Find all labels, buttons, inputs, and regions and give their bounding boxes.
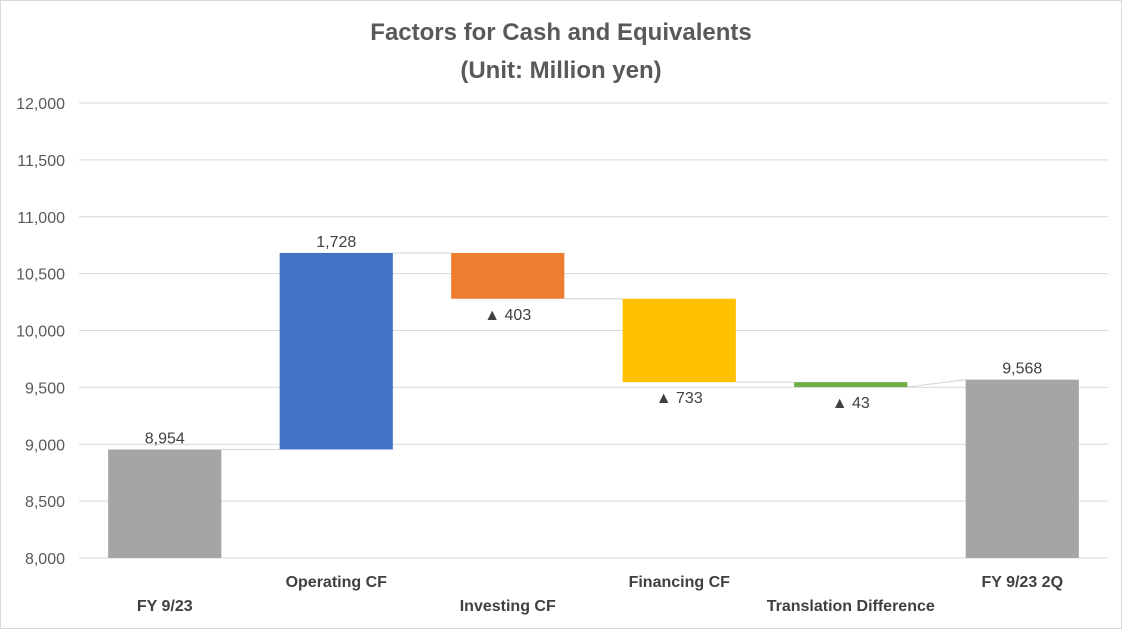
y-tick-label: 9,500: [25, 380, 65, 397]
category-label: Financing CF: [629, 574, 731, 591]
category-label: FY 9/23 2Q: [981, 574, 1063, 591]
bar-operating-cf: [279, 252, 393, 450]
bar-translation-difference: [794, 382, 908, 388]
y-tick-label: 8,500: [25, 494, 65, 511]
data-label: ▲ 403: [484, 307, 531, 324]
data-label: 1,728: [316, 234, 356, 251]
bar-investing-cf: [451, 252, 565, 299]
data-label: 8,954: [145, 430, 185, 447]
data-label: 9,568: [1002, 361, 1042, 378]
y-tick-label: 10,500: [16, 267, 65, 284]
category-label: Operating CF: [286, 574, 388, 591]
connector-lines: [221, 252, 966, 451]
data-labels: 8,954 1,728 ▲ 403 ▲ 733 ▲ 43 9,568: [145, 234, 1043, 448]
chart-title: Factors for Cash and Equivalents: [370, 19, 751, 46]
category-label: Investing CF: [460, 598, 556, 615]
bars: [108, 252, 1079, 558]
y-tick-label: 10,000: [16, 324, 65, 341]
chart-subtitle: (Unit: Million yen): [460, 57, 661, 84]
gridlines: [79, 102, 1108, 559]
data-label: ▲ 733: [656, 390, 703, 407]
category-label: Translation Difference: [767, 598, 935, 615]
y-axis-tick-labels: 8,000 8,500 9,000 9,500 10,000 10,500 11,000 11…: [16, 96, 65, 568]
y-tick-label: 9,000: [25, 437, 65, 454]
bar-fy-9-23-2q: [965, 379, 1079, 558]
x-axis-category-labels: FY 9/23 Operating CF Investing CF Financing…: [137, 574, 1063, 615]
y-tick-label: 11,500: [17, 153, 65, 170]
connector-line: [907, 379, 966, 388]
data-label: ▲ 43: [832, 395, 870, 412]
y-tick-label: 11,000: [17, 210, 65, 227]
y-tick-label: 12,000: [16, 96, 65, 113]
category-label: FY 9/23: [137, 598, 193, 615]
bar-fy-9-23: [108, 449, 222, 558]
y-tick-label: 8,000: [25, 551, 65, 568]
bar-financing-cf: [622, 298, 736, 383]
